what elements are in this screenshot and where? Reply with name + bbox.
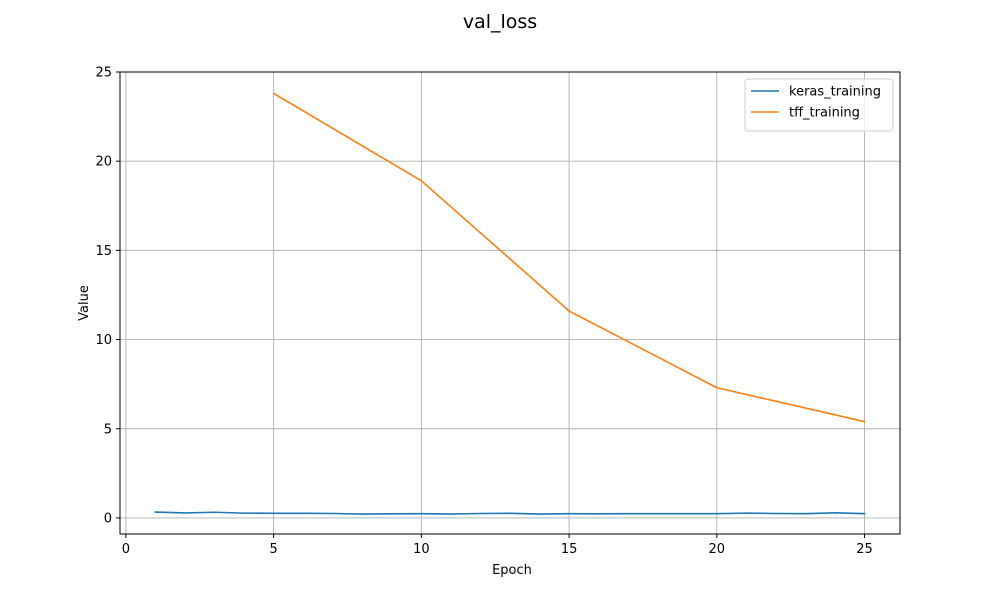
plot-frame	[119, 71, 901, 535]
series-lines	[154, 92, 866, 515]
x-tick-label: 5	[269, 542, 277, 557]
y-tick-label: 15	[95, 244, 112, 259]
legend-label: keras_training	[789, 85, 881, 100]
y-tick-label: 5	[104, 422, 112, 437]
axis-ticks: 0 5 10 15 20 25 0 5 10 15 20 25	[95, 66, 872, 558]
x-tick-label: 10	[413, 542, 430, 557]
x-tick-label: 15	[561, 542, 578, 557]
x-axis-label: Epoch	[492, 563, 532, 578]
series-line-tff-training	[272, 92, 866, 423]
y-axis-label: Value	[77, 285, 92, 321]
y-tick-label: 10	[95, 333, 112, 348]
legend: keras_training tff_training	[744, 78, 894, 132]
x-tick-label: 0	[122, 542, 130, 557]
series-line-keras-training	[154, 511, 866, 515]
y-tick-label: 25	[95, 66, 112, 81]
x-tick-label: 25	[856, 542, 873, 557]
y-tick-label: 20	[95, 155, 112, 170]
x-tick-label: 20	[709, 542, 726, 557]
legend-box	[744, 78, 894, 132]
legend-label: tff_training	[789, 106, 860, 121]
y-tick-label: 0	[104, 511, 112, 526]
grid-lines	[120, 71, 900, 534]
chart-title: val_loss	[463, 11, 537, 33]
